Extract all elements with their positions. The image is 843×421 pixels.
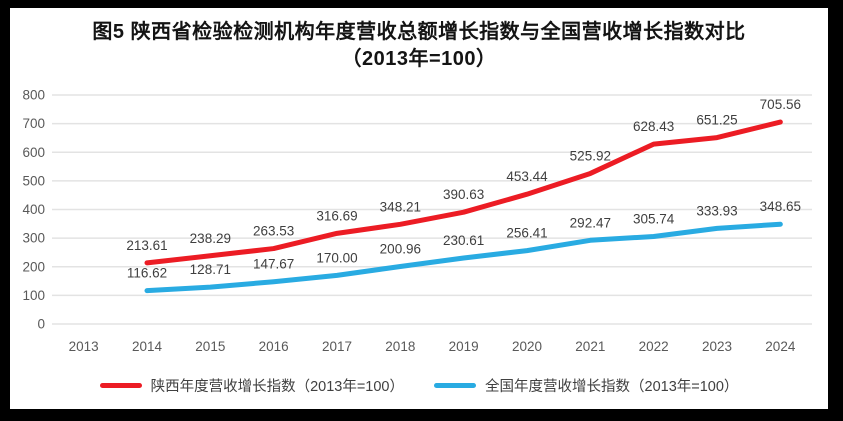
series-line-1 — [144, 221, 783, 294]
chart-title: 图5 陕西省检验检测机构年度营收总额增长指数与全国营收增长指数对比 （2013年… — [10, 19, 828, 73]
data-label-series0: 348.21 — [380, 199, 421, 214]
x-axis-label: 2015 — [195, 339, 225, 354]
legend-swatch-national — [434, 383, 476, 388]
y-tick-label: 600 — [22, 145, 45, 160]
data-label-series1: 128.71 — [190, 262, 231, 277]
x-axis-label: 2022 — [639, 339, 669, 354]
x-axis-label: 2018 — [385, 339, 415, 354]
data-label-series0: 705.56 — [760, 97, 801, 112]
data-label-series0: 238.29 — [190, 231, 231, 246]
data-label-series1: 116.62 — [127, 266, 167, 281]
y-tick-label: 0 — [37, 317, 45, 332]
legend-label-shaanxi: 陕西年度营收增长指数（2013年=100） — [150, 379, 404, 395]
data-label-series1: 256.41 — [506, 226, 547, 241]
data-label-series0: 263.53 — [253, 224, 294, 239]
legend-label-national: 全国年度营收增长指数（2013年=100） — [485, 379, 739, 395]
data-label-series0: 316.69 — [316, 208, 357, 223]
data-label-series0: 628.43 — [633, 119, 674, 134]
line-chart-plot-area: 0 100 200 300 400 500 600 700 800 2013 2014 2015 201… — [22, 88, 812, 354]
data-label-series1: 292.47 — [570, 215, 611, 230]
y-tick-label: 100 — [22, 288, 45, 303]
data-label-series1: 147.67 — [253, 257, 294, 272]
data-label-series1: 305.74 — [633, 211, 675, 226]
series-line-0 — [144, 119, 783, 266]
x-axis-label: 2023 — [702, 339, 732, 354]
x-axis-label: 2014 — [132, 339, 163, 354]
x-axis-label: 2017 — [322, 339, 352, 354]
data-label-series1: 333.93 — [696, 203, 737, 218]
x-axis-label: 2020 — [512, 339, 542, 354]
x-axis-label: 2021 — [575, 339, 605, 354]
x-axis-label: 2024 — [765, 339, 796, 354]
x-axis-label: 2019 — [449, 339, 479, 354]
chart-legend: 陕西年度营收增长指数（2013年=100） 全国年度营收增长指数（2013年=1… — [10, 375, 828, 396]
data-label-series0: 213.61 — [126, 238, 167, 253]
data-label-series1: 170.00 — [316, 250, 357, 265]
y-tick-label: 700 — [22, 116, 45, 131]
y-tick-label: 500 — [22, 173, 45, 188]
chart-container: 图5 陕西省检验检测机构年度营收总额增长指数与全国营收增长指数对比 （2013年… — [10, 8, 828, 409]
x-axis-label: 2013 — [69, 339, 99, 354]
y-tick-label: 300 — [22, 231, 45, 246]
y-tick-label: 200 — [22, 259, 45, 274]
legend-item-shaanxi: 陕西年度营收增长指数（2013年=100） — [99, 375, 404, 396]
chart-title-line1: 图5 陕西省检验检测机构年度营收总额增长指数与全国营收增长指数对比 — [92, 21, 746, 43]
data-label-series1: 200.96 — [380, 241, 421, 256]
x-axis-label: 2016 — [259, 339, 289, 354]
data-label-series0: 651.25 — [696, 113, 737, 128]
legend-swatch-shaanxi — [99, 383, 142, 388]
legend-item-national: 全国年度营收增长指数（2013年=100） — [434, 375, 738, 396]
data-label-series1: 230.61 — [443, 233, 484, 248]
data-label-series1: 348.65 — [760, 199, 801, 214]
chart-title-line2: （2013年=100） — [341, 48, 497, 70]
y-tick-label: 800 — [22, 88, 45, 103]
data-label-series0: 390.63 — [443, 187, 484, 202]
data-label-series0: 525.92 — [570, 148, 611, 163]
data-label-series0: 453.44 — [506, 169, 548, 184]
y-tick-label: 400 — [22, 202, 45, 217]
